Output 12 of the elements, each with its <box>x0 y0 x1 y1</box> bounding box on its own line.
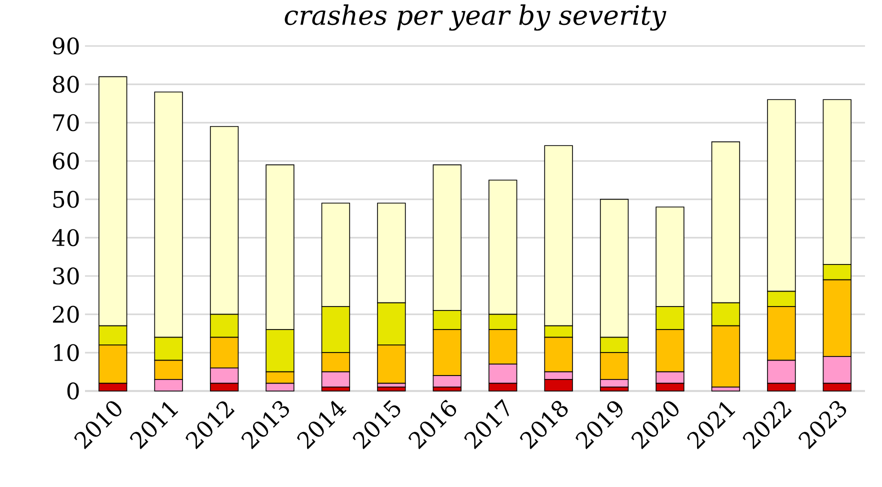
y-tick-label: 10 <box>54 344 79 362</box>
y-tick-label: 50 <box>53 190 79 208</box>
y-tick-label: 20 <box>53 306 79 323</box>
y-tick-label: 80 <box>52 76 79 93</box>
y-tick-label: 90 <box>52 37 79 55</box>
bar <box>377 386 406 392</box>
y-tick-label: 30 <box>53 267 79 285</box>
y-tick-label: 70 <box>53 114 79 132</box>
y-tick-label: 0 <box>67 382 79 400</box>
y-tick-label: 40 <box>52 229 79 246</box>
chart-title: crashes per year by severity <box>284 4 666 31</box>
y-tick-label: 60 <box>52 152 79 170</box>
